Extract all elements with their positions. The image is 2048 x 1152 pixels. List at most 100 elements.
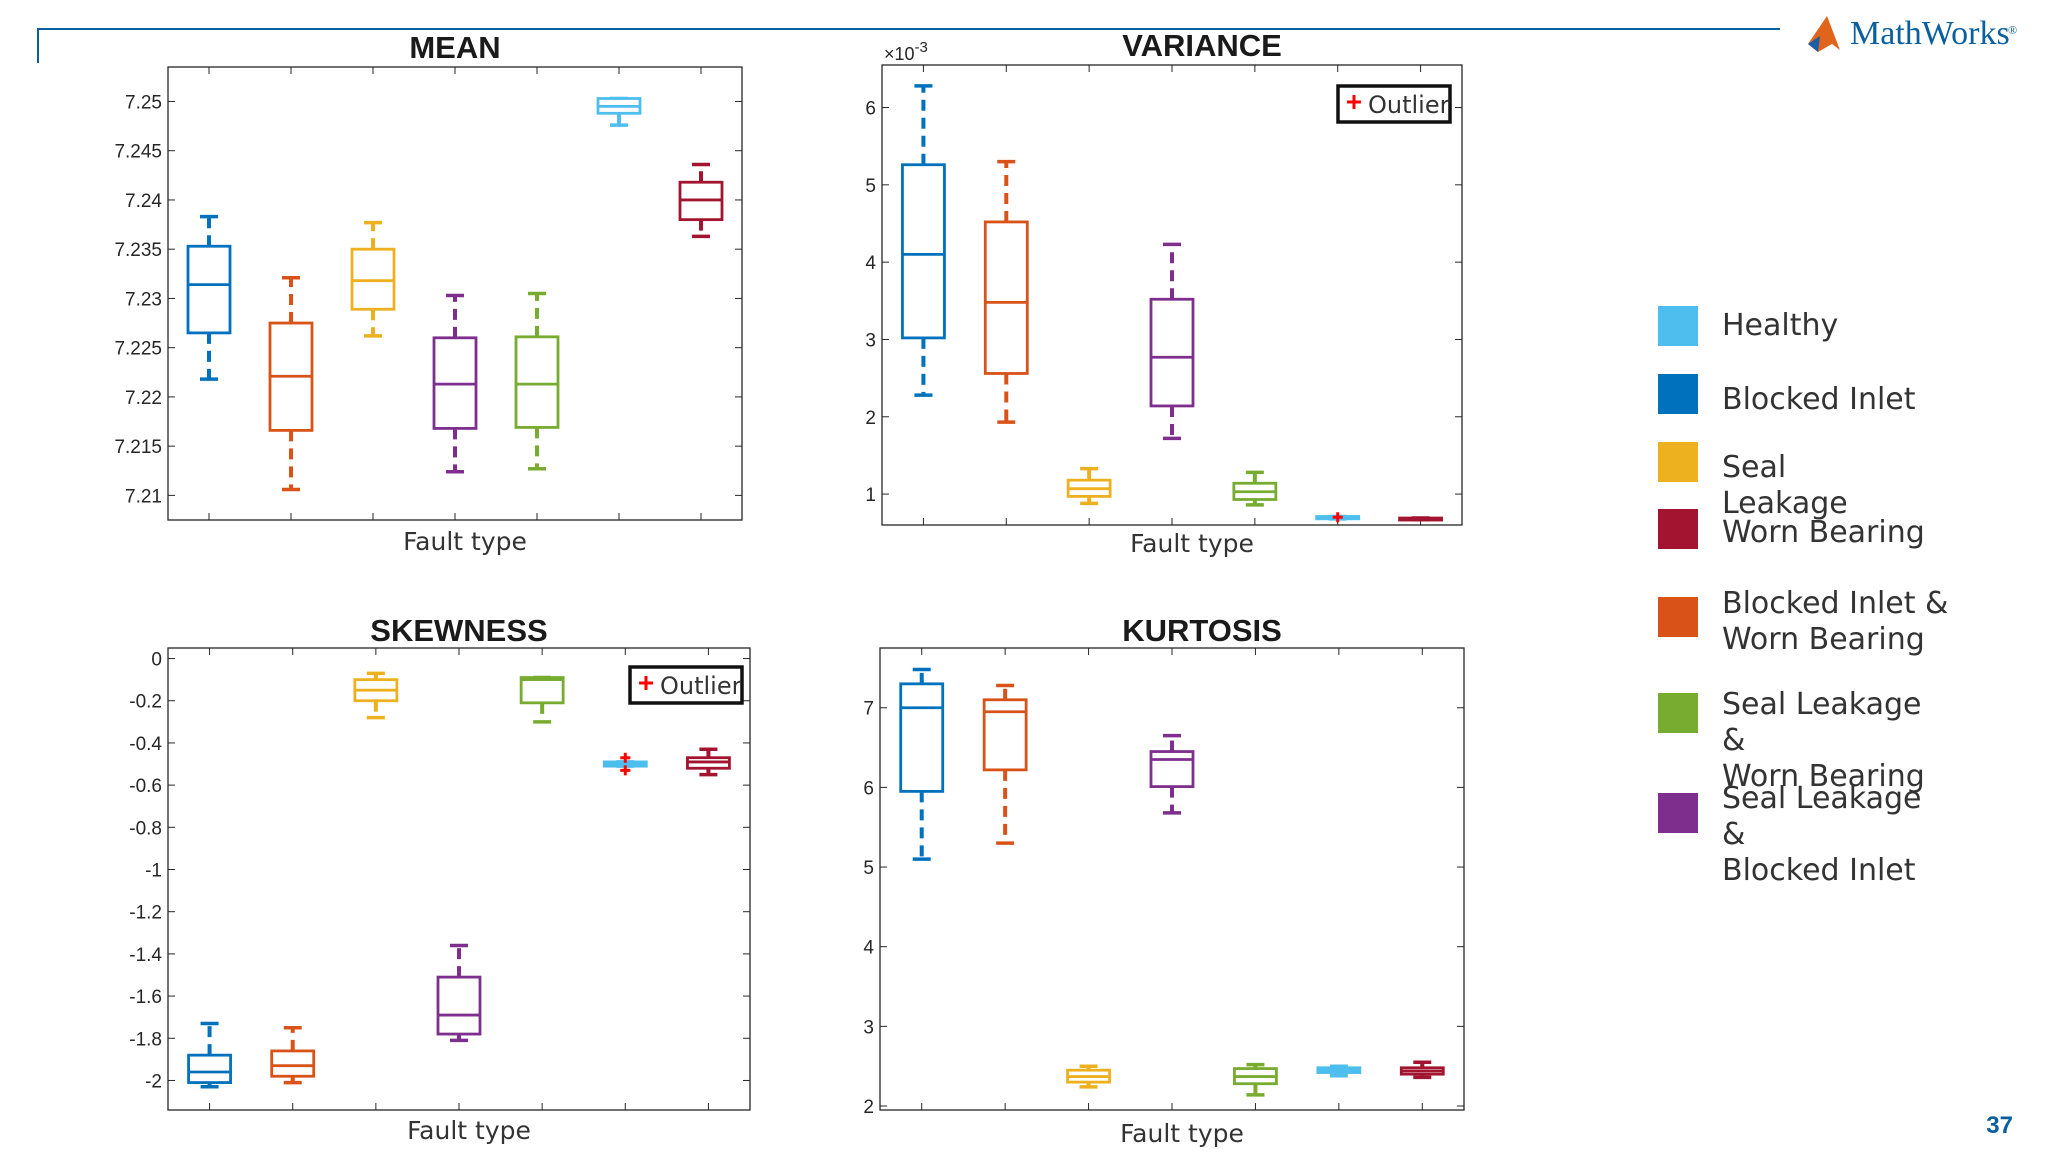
box-healthy (602, 752, 648, 776)
outlier-legend-label: Outlier (660, 672, 742, 700)
skewness-boxplot-chart: SKEWNESS -2 -1.8 -1.6 -1.4 -1.2 -1 -0.8 -0.6 -0.4… (129, 613, 751, 1145)
legend-item-worn-bearing: Worn Bearing (1658, 509, 1925, 550)
y-tick-label: -1.2 (129, 903, 162, 924)
legend-label: Worn Bearing (1722, 515, 1925, 550)
legend-swatch (1658, 374, 1698, 414)
outlier-marker (620, 752, 631, 763)
plot-area-frame (879, 647, 1465, 1111)
outlier-legend-frame (1336, 84, 1452, 124)
kurtosis-boxplot-chart: KURTOSIS 2 3 4 5 6 7 Fault type (863, 613, 1465, 1148)
box-worn-bearing (686, 747, 731, 777)
legend-label: & (1722, 817, 1745, 852)
x-axis-label: Fault type (407, 1116, 531, 1145)
y-tick-label: 7.23 (125, 289, 162, 310)
iqr-box (983, 220, 1029, 375)
box-worn-bearing (1398, 516, 1443, 522)
legend-label: Blocked Inlet (1722, 382, 1916, 417)
outlier-marker (1332, 512, 1343, 523)
y-tick-label: 7.245 (114, 142, 162, 163)
logo-registered-mark: ® (2008, 23, 2017, 37)
y-tick-label: -1 (145, 861, 162, 882)
legend-label: Leakage (1722, 486, 1848, 521)
y-tick-label: 3 (865, 330, 876, 351)
variance-boxplot-chart: VARIANCE 1 2 3 4 5 6 ×10-3 Fault type Outlier (865, 28, 1463, 558)
mathworks-logo: MathWorks ® (1808, 15, 2017, 52)
chart-title: KURTOSIS (1122, 613, 1282, 648)
legend-item-seal-leakage-and-blocked-inlet: Seal Leakage&Blocked Inlet (1658, 781, 1922, 888)
legend-swatch (1658, 793, 1698, 833)
x-axis-label: Fault type (403, 527, 527, 556)
box-healthy (1315, 512, 1361, 523)
box-seal-leakage-and-blocked-inlet (1149, 733, 1195, 815)
box-seal-leakage (353, 671, 399, 720)
legend-swatch (1658, 509, 1698, 549)
y-tick-label: 4 (863, 938, 874, 959)
legend-label: Healthy (1722, 308, 1838, 343)
outlier-legend: Outlier (628, 665, 744, 705)
box-seal-leakage-and-worn-bearing (519, 675, 565, 724)
chart-title: VARIANCE (1122, 28, 1282, 63)
y-tick-label: 1 (865, 485, 876, 506)
iqr-box (350, 247, 396, 311)
y-tick-label: 2 (863, 1097, 874, 1118)
legend-label: Seal Leakage (1722, 687, 1922, 722)
box-blocked-inlet-and-worn-bearing (982, 683, 1028, 845)
outlier-legend-label: Outlier (1368, 91, 1450, 119)
box-seal-leakage-and-worn-bearing (1233, 1062, 1278, 1097)
legend-label: Seal (1722, 450, 1786, 485)
chart-title: MEAN (409, 30, 500, 65)
iqr-box (982, 698, 1028, 772)
legend-item-blocked-inlet: Blocked Inlet (1658, 374, 1916, 417)
box-seal-leakage (1066, 1064, 1111, 1089)
y-tick-label: -1.4 (129, 945, 162, 966)
plus-marker-icon (639, 676, 653, 690)
legend-item-blocked-inlet-and-worn-bearing: Blocked Inlet &Worn Bearing (1658, 586, 1948, 657)
box-seal-leakage-and-worn-bearing (514, 291, 560, 471)
box-worn-bearing (678, 162, 724, 239)
legend-item-seal-leakage-and-worn-bearing: Seal Leakage&Worn Bearing (1658, 687, 1925, 794)
y-tick-label: -0.2 (129, 692, 162, 713)
y-tick-label: 7.21 (125, 486, 162, 507)
outlier-legend: Outlier (1336, 84, 1452, 124)
box-seal-leakage-and-worn-bearing (1232, 470, 1278, 507)
y-tick-label: -0.4 (129, 734, 162, 755)
iqr-box (519, 676, 565, 705)
box-blocked-inlet (186, 214, 232, 381)
box-blocked-inlet-and-worn-bearing (270, 1025, 316, 1085)
box-blocked-inlet (187, 1021, 232, 1089)
y-tick-label: 0 (151, 650, 162, 671)
y-tick-label: 7.22 (125, 388, 162, 409)
iqr-box (514, 335, 560, 429)
box-seal-leakage-and-blocked-inlet (432, 293, 478, 474)
chart-title: SKEWNESS (370, 613, 547, 648)
y-tick-label: 7.225 (114, 339, 162, 360)
outlier-legend-frame (628, 665, 744, 705)
iqr-box (186, 244, 232, 335)
y-tick-label: 6 (863, 778, 874, 799)
box-blocked-inlet-and-worn-bearing (268, 275, 314, 492)
y-tick-label: -0.6 (129, 776, 162, 797)
y-tick-label: 7.215 (114, 437, 162, 458)
membrane-logo-shadow-icon (1808, 36, 1820, 52)
iqr-box (1149, 750, 1195, 788)
mean-boxplot-chart: MEAN 7.21 7.215 7.22 7.225 7.23 7.235 7.24 7.245… (114, 30, 743, 556)
y-tick-label: 7 (863, 699, 874, 720)
box-blocked-inlet-and-worn-bearing (983, 159, 1029, 424)
legend-label: Worn Bearing (1722, 622, 1925, 657)
outlier-marker (620, 765, 631, 776)
y-tick-label: 4 (865, 253, 876, 274)
y-tick-label: 7.235 (114, 240, 162, 261)
y-tick-label: 2 (865, 408, 876, 429)
plus-marker-icon (1347, 95, 1361, 109)
box-seal-leakage-and-blocked-inlet (1149, 242, 1195, 441)
legend-swatch (1658, 442, 1698, 482)
box-seal-leakage-and-blocked-inlet (436, 943, 482, 1043)
iqr-box (187, 1053, 232, 1084)
iqr-box (901, 163, 946, 340)
y-tick-label: -1.8 (129, 1029, 162, 1050)
x-axis-label: Fault type (1130, 529, 1254, 558)
y-tick-label: -0.8 (129, 818, 162, 839)
